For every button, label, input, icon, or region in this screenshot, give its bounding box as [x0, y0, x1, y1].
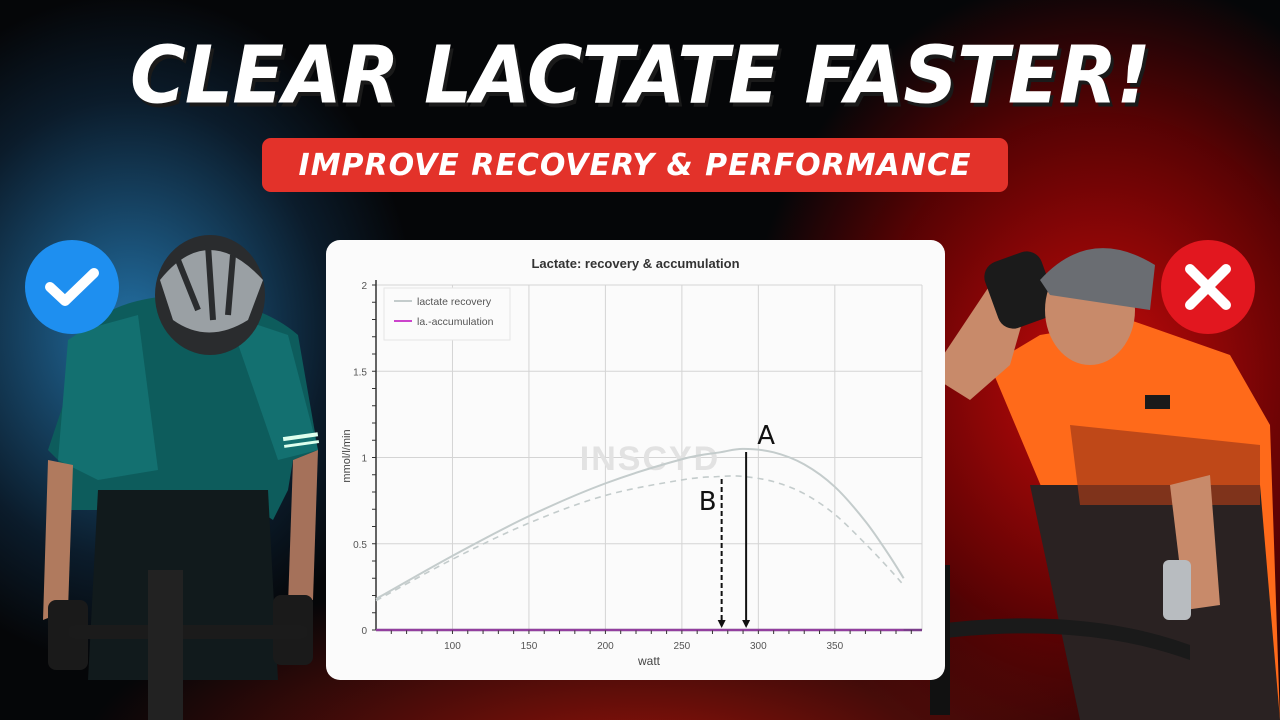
x-tick-label: 200	[597, 641, 614, 652]
x-tick-label: 100	[444, 641, 461, 652]
y-tick-label: 0.5	[353, 540, 367, 551]
cross-badge	[1161, 240, 1255, 334]
annotation-b-label: B	[699, 487, 717, 517]
y-axis-label: mmol/l/min	[341, 429, 353, 482]
x-tick-label: 150	[521, 641, 538, 652]
lactate-chart: INSCYD 100 150 200 250 300 350 0 0.5 1 1.5 2 watt mmo…	[341, 280, 923, 668]
chart-card: Lactate: recovery & accumulation INSCYD 1…	[326, 240, 945, 680]
watermark-logo: INSCYD	[580, 440, 720, 478]
y-tick-label: 1.5	[353, 367, 367, 378]
legend-box	[383, 287, 511, 341]
x-tick-label: 300	[750, 641, 767, 652]
subtitle-banner: IMPROVE RECOVERY & PERFORMANCE	[262, 138, 1008, 192]
rider-bad-image	[930, 248, 1280, 720]
y-tick-label: 0	[361, 626, 367, 637]
chart-title: Lactate: recovery & accumulation	[531, 256, 740, 271]
cross-icon	[1185, 264, 1231, 310]
x-tick-label: 350	[826, 641, 843, 652]
annotation-a-label: A	[757, 421, 775, 451]
series-lactate-recovery	[375, 447, 905, 600]
check-badge	[25, 240, 119, 334]
subtitle-text: IMPROVE RECOVERY & PERFORMANCE	[298, 147, 972, 183]
headline: CLEAR LACTATE FASTER!	[130, 27, 1151, 122]
series-lactate-recovery-reduced-	[375, 475, 905, 602]
y-tick-label: 1	[361, 454, 367, 465]
x-tick-label: 250	[674, 641, 691, 652]
x-axis-label: watt	[637, 654, 661, 668]
legend-entry: lactate recovery	[417, 296, 492, 308]
rider-good-image	[43, 235, 320, 720]
legend-entry: la.-accumulation	[417, 316, 494, 328]
arrow-a-head	[742, 620, 751, 628]
y-tick-label: 2	[361, 281, 367, 292]
arrow-b-head	[717, 620, 726, 628]
checkmark-icon	[45, 268, 99, 306]
